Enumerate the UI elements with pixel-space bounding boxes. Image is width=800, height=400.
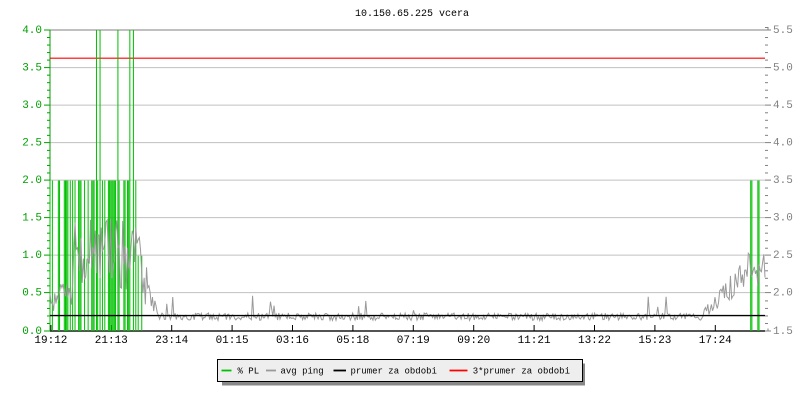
svg-text:03:16: 03:16 bbox=[276, 335, 309, 347]
svg-text:5.5: 5.5 bbox=[773, 25, 793, 37]
svg-text:09:20: 09:20 bbox=[457, 335, 490, 347]
svg-text:4.0: 4.0 bbox=[22, 25, 42, 37]
svg-text:3*prumer za obdobi: 3*prumer za obdobi bbox=[473, 367, 570, 377]
svg-text:2.0: 2.0 bbox=[773, 288, 793, 300]
svg-text:1.0: 1.0 bbox=[22, 250, 42, 262]
svg-text:21:13: 21:13 bbox=[95, 335, 128, 347]
svg-text:0.5: 0.5 bbox=[22, 288, 42, 300]
svg-text:3.5: 3.5 bbox=[773, 175, 793, 187]
svg-text:10.150.65.225 vcera: 10.150.65.225 vcera bbox=[355, 9, 469, 20]
svg-text:1.5: 1.5 bbox=[773, 326, 793, 338]
svg-text:13:22: 13:22 bbox=[578, 335, 611, 347]
svg-text:2.0: 2.0 bbox=[22, 175, 42, 187]
svg-text:4.0: 4.0 bbox=[773, 138, 793, 150]
svg-text:07:19: 07:19 bbox=[397, 335, 430, 347]
svg-text:3.5: 3.5 bbox=[22, 63, 42, 75]
svg-text:01:15: 01:15 bbox=[216, 335, 249, 347]
svg-text:15:23: 15:23 bbox=[638, 335, 671, 347]
svg-text:3.0: 3.0 bbox=[22, 100, 42, 112]
svg-text:05:18: 05:18 bbox=[336, 335, 369, 347]
svg-text:19:12: 19:12 bbox=[34, 335, 67, 347]
svg-text:2.5: 2.5 bbox=[773, 250, 793, 262]
svg-text:2.5: 2.5 bbox=[22, 138, 42, 150]
svg-text:23:14: 23:14 bbox=[155, 335, 188, 347]
svg-text:avg ping: avg ping bbox=[281, 367, 324, 377]
svg-text:5.0: 5.0 bbox=[773, 63, 793, 75]
svg-text:3.0: 3.0 bbox=[773, 213, 793, 225]
svg-text:11:21: 11:21 bbox=[518, 335, 551, 347]
svg-text:% PL: % PL bbox=[238, 367, 260, 377]
svg-text:17:24: 17:24 bbox=[699, 335, 732, 347]
svg-text:4.5: 4.5 bbox=[773, 100, 793, 112]
svg-text:prumer za obdobi: prumer za obdobi bbox=[351, 367, 437, 377]
svg-text:1.5: 1.5 bbox=[22, 213, 42, 225]
